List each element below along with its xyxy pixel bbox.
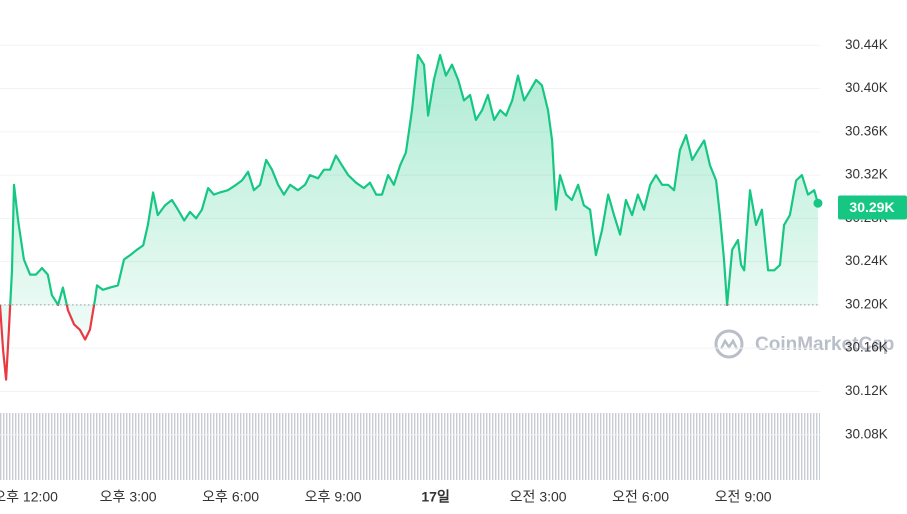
- last-price-label: 30.29K: [849, 199, 894, 215]
- y-tick-label: 30.32K: [845, 167, 888, 182]
- x-tick-label: 오후 3:00: [100, 489, 157, 505]
- y-tick-label: 30.20K: [845, 296, 888, 311]
- x-tick-label: 오전 6:00: [612, 489, 669, 505]
- x-tick-label: 오후 6:00: [202, 489, 259, 505]
- y-tick-label: 30.12K: [845, 383, 888, 398]
- watermark: CoinMarketCap: [755, 334, 894, 355]
- last-point: [813, 198, 823, 208]
- x-tick-label: 17일: [421, 489, 449, 505]
- area: [0, 55, 818, 380]
- y-tick-label: 30.08K: [845, 426, 888, 441]
- x-tick-label: 오전 9:00: [715, 489, 772, 505]
- x-tick-label: 오후 9:00: [305, 489, 362, 505]
- y-tick-label: 30.40K: [845, 80, 888, 95]
- y-tick-label: 30.44K: [845, 37, 888, 52]
- y-tick-label: 30.16K: [845, 340, 888, 355]
- last-price-badge: [838, 195, 907, 220]
- x-tick-label: 오전 3:00: [510, 489, 567, 505]
- volume-bars: [0, 413, 820, 480]
- y-tick-label: 30.24K: [845, 253, 888, 268]
- price-line: [0, 53, 819, 381]
- watermark-logo: [714, 329, 744, 359]
- y-tick-label: 30.36K: [845, 123, 888, 138]
- x-tick-label: 오후 12:00: [0, 489, 58, 505]
